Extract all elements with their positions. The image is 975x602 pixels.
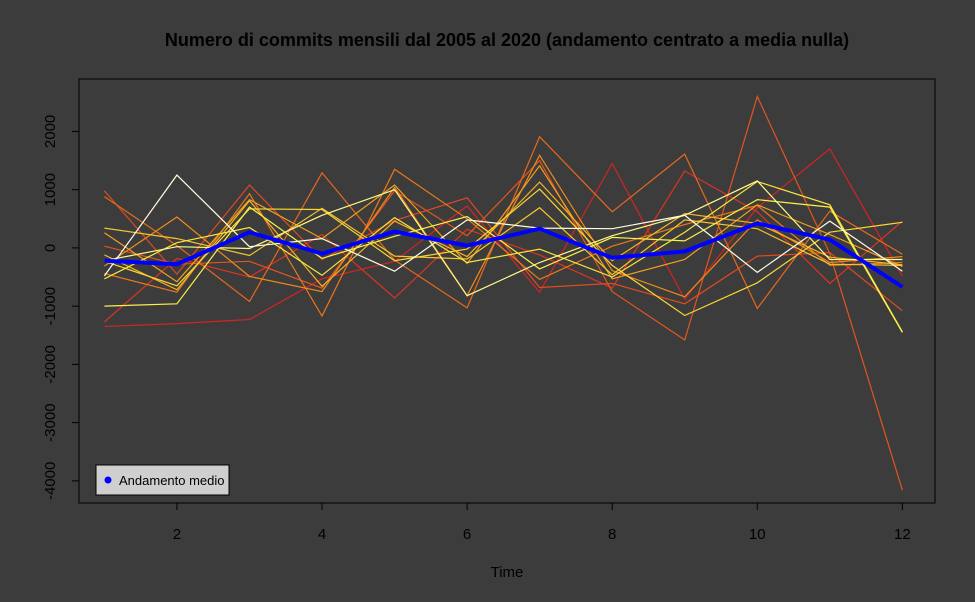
x-tick-label: 6 (463, 526, 471, 543)
series-line-10 (104, 206, 903, 276)
chart-title: Numero di commits mensili dal 2005 al 20… (165, 30, 849, 50)
x-tick-label: 2 (173, 526, 181, 543)
y-tick-label: -4000 (42, 462, 59, 500)
x-tick-label: 4 (318, 526, 326, 543)
series-line-12 (104, 180, 903, 333)
series-line-14 (104, 180, 903, 297)
legend-box (95, 464, 230, 496)
legend-marker (104, 476, 112, 484)
series-line-6 (104, 168, 903, 318)
legend-label: Andamento medio (119, 473, 225, 488)
series-line-8 (104, 164, 903, 283)
y-tick-label: 1000 (42, 173, 59, 206)
mean-series-line (104, 221, 904, 289)
series-line-11 (104, 188, 903, 317)
series-line-15 (103, 174, 903, 277)
y-tick-label: -2000 (42, 345, 59, 383)
legend: Andamento medio (95, 464, 230, 496)
x-tick-label: 12 (894, 526, 911, 543)
mean-line (104, 221, 904, 289)
x-axis-label: Time (491, 564, 524, 581)
x-tick-label: 8 (608, 526, 616, 543)
y-tick-label: 0 (42, 244, 59, 252)
series-line-4 (104, 94, 903, 491)
x-axis: 2 4 6 8 10 12 (173, 502, 911, 543)
y-tick-label: 2000 (42, 115, 59, 148)
y-tick-label: -1000 (42, 287, 59, 325)
y-axis: -4000 -3000 -2000 -1000 0 1000 2000 (42, 115, 80, 500)
x-tick-label: 10 (749, 526, 766, 543)
plot-area (78, 78, 936, 504)
y-tick-label: -3000 (42, 403, 59, 441)
series-line-5 (104, 135, 903, 310)
series-line-13 (104, 198, 903, 333)
